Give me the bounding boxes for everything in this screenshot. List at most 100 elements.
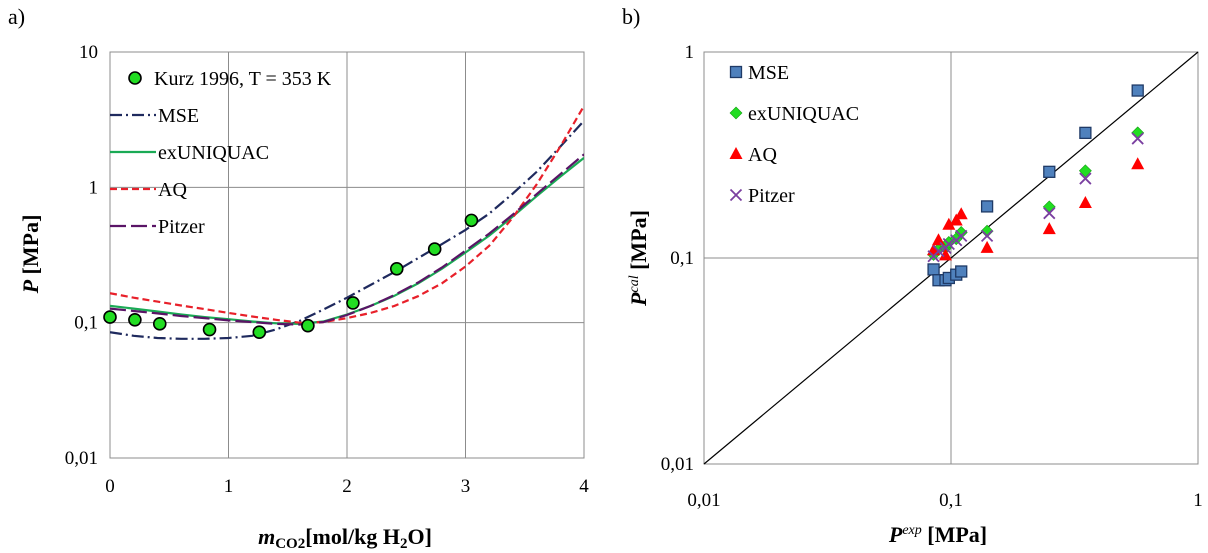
chart-b-legend: MSE exUNIQUAC AQ Pitzer <box>729 62 859 207</box>
series-line-pitzer <box>110 153 584 326</box>
legend-label: Pitzer <box>748 185 795 207</box>
data-point-kurz <box>152 317 167 331</box>
data-point-exuniquac <box>1078 164 1092 178</box>
x-label-subscript: CO2 <box>275 536 305 552</box>
x-tick-label: 0,01 <box>687 490 720 511</box>
data-point-pitzer <box>955 229 968 243</box>
x-tick-label: 1 <box>224 476 234 497</box>
y-tick-label: 10 <box>79 42 98 63</box>
data-point-mse <box>980 200 994 213</box>
data-point-exuniquac <box>1042 200 1056 214</box>
legend-label: MSE <box>748 62 789 84</box>
x-label-end: O] <box>407 524 431 549</box>
x-tick-label: 0,1 <box>939 490 963 511</box>
data-point-mse <box>1131 84 1144 97</box>
bx-label-symbol: P <box>888 522 903 547</box>
data-point-mse <box>927 263 940 276</box>
bx-label-superscript: exp <box>902 523 921 538</box>
chart-a-legend: Kurz 1996, T = 353 K MSE exUNIQUAC AQ Pitzer <box>110 68 332 238</box>
x-tick-label: 4 <box>579 476 589 497</box>
by-label-symbol: P <box>626 292 651 307</box>
chart-b-diagonal <box>703 51 1199 465</box>
x-tick-label: 0 <box>105 476 115 497</box>
data-point-kurz <box>103 310 117 324</box>
data-point-kurz <box>389 262 404 276</box>
chart-b-x-tick-labels: 0,01 0,1 1 <box>687 490 1202 511</box>
data-point-aq <box>1131 157 1145 170</box>
data-point-aq <box>931 233 945 246</box>
y-label-unit: [MPa] <box>18 215 43 280</box>
data-point-kurz <box>252 325 267 340</box>
x-tick-label: 1 <box>1193 490 1203 511</box>
legend-label: exUNIQUAC <box>748 103 859 125</box>
y-tick-label: 0,1 <box>74 313 98 334</box>
y-tick-label: 0,1 <box>670 248 694 269</box>
y-tick-label: 1 <box>685 42 695 63</box>
legend-marker-mse <box>729 65 743 79</box>
x-label-subscript-2: 2 <box>400 536 408 552</box>
data-point-aq <box>1078 195 1092 208</box>
data-point-aq <box>954 207 968 220</box>
chart-a-x-axis-label: mCO2[mol/kg H2O] <box>258 524 432 552</box>
data-point-mse <box>955 265 968 278</box>
data-point-mse <box>1043 165 1056 178</box>
data-point-exuniquac <box>1131 126 1145 140</box>
chart-b-y-tick-labels: 0,01 0,1 1 <box>661 42 694 475</box>
chart-b-y-axis-label: Pcal [MPa] <box>626 210 651 307</box>
data-point-aq <box>1042 222 1056 235</box>
legend-marker-exuniquac <box>729 106 743 120</box>
legend-marker <box>128 71 142 85</box>
by-label-unit: [MPa] <box>626 210 651 275</box>
chart-a-data-points <box>103 213 479 340</box>
data-point-kurz <box>427 242 442 256</box>
x-label-symbol: m <box>258 524 275 549</box>
x-tick-label: 2 <box>342 476 352 497</box>
by-label-superscript: cal <box>627 275 642 292</box>
data-point-pitzer <box>1079 172 1092 185</box>
data-point-pitzer <box>932 244 945 258</box>
legend-label: exUNIQUAC <box>158 142 269 164</box>
chart-a-gridlines <box>110 52 584 458</box>
data-point-pitzer <box>1043 207 1056 220</box>
chart-a-x-tick-labels: 0 1 2 3 4 <box>105 476 589 497</box>
legend-label: MSE <box>158 105 199 127</box>
data-point-pitzer <box>942 237 955 251</box>
chart-b-x-axis-label: Pexp [MPa] <box>888 522 987 547</box>
y-tick-label: 1 <box>89 177 99 198</box>
legend-label: AQ <box>158 179 187 201</box>
chart-b: b) 0,01 0,1 1 0,01 0,1 1 MSE exUNIQUAC AQ Pitze… <box>622 4 1203 547</box>
x-label-unit: [mol/kg H <box>305 524 400 549</box>
series-line-aq <box>110 105 584 324</box>
legend-label: Kurz 1996, T = 353 K <box>154 68 332 90</box>
data-point-kurz <box>464 213 479 228</box>
bx-label-unit: [MPa] <box>922 522 987 547</box>
panel-label-a: a) <box>8 4 25 29</box>
parity-line <box>703 51 1199 465</box>
chart-a: a) 0 1 2 3 4 0,01 0,1 1 10 Kurz 1996, T = 353 K… <box>8 4 589 552</box>
legend-marker-aq <box>729 147 743 159</box>
y-label-symbol: P <box>18 279 43 294</box>
data-point-aq <box>942 217 956 230</box>
data-point-pitzer <box>980 229 994 243</box>
y-tick-label: 0,01 <box>661 454 694 475</box>
data-point-kurz <box>202 322 217 337</box>
chart-a-y-tick-labels: 0,01 0,1 1 10 <box>65 42 98 469</box>
data-point-aq <box>980 240 994 253</box>
data-point-mse <box>1079 126 1092 140</box>
x-tick-label: 3 <box>461 476 471 497</box>
data-point-kurz <box>346 296 360 310</box>
chart-a-series-lines <box>110 105 584 340</box>
data-point-exuniquac <box>954 226 968 239</box>
panel-label-b: b) <box>622 4 640 29</box>
data-point-kurz <box>128 312 142 327</box>
data-point-pitzer <box>1131 132 1144 145</box>
chart-b-data-points <box>927 84 1145 287</box>
data-point-aq <box>938 248 952 261</box>
legend-label: Pitzer <box>158 216 205 238</box>
data-point-aq <box>949 213 963 226</box>
y-tick-label: 0,01 <box>65 448 98 469</box>
legend-marker-pitzer <box>729 188 743 202</box>
data-point-kurz <box>301 318 315 333</box>
legend-label: AQ <box>748 144 777 166</box>
